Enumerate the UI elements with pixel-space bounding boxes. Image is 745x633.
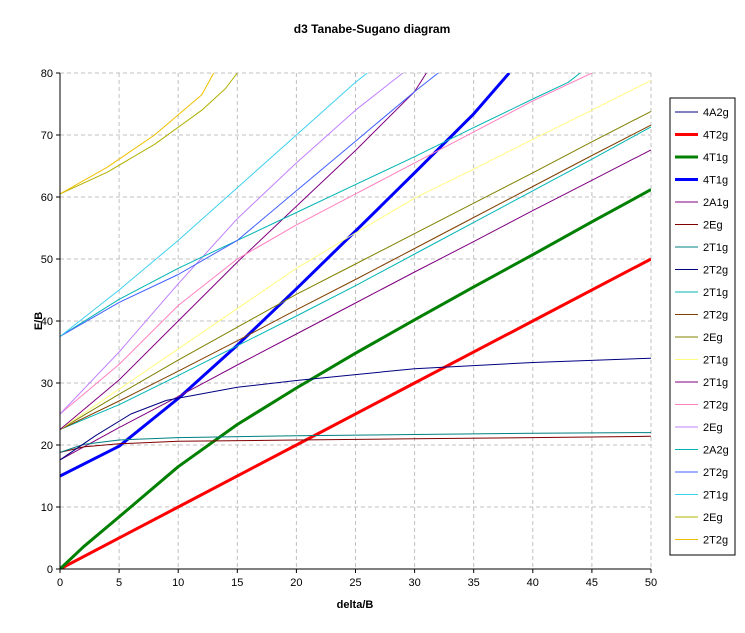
series-line-2a2g <box>60 73 581 337</box>
y-tick-label: 10 <box>41 502 53 514</box>
x-tick-label: 35 <box>468 577 480 589</box>
legend: 4A2g 4T2g 4T1g 4T1g 2A1g 2Eg 2T1g 2T2g 2T1g 2T2g 2… <box>669 97 736 556</box>
legend-label: 4T1g <box>703 152 728 164</box>
series-line-2t2g <box>60 73 215 195</box>
series-line-2t1g <box>60 73 427 430</box>
series-line-2a1g <box>60 149 651 461</box>
series-lines <box>60 73 651 569</box>
axes: 0 5 10 15 20 25 30 35 40 45 50 0 10 20 30 40 50 60 70 80 <box>41 68 657 589</box>
x-tick-label: 15 <box>231 577 243 589</box>
series-line-2eg <box>60 435 651 453</box>
legend-label: 2T1g <box>703 242 728 254</box>
series-line-4t1g <box>60 73 511 478</box>
y-axis-title: E/B <box>33 312 45 330</box>
legend-label: 2T1g <box>703 287 728 299</box>
series-line-2t1g <box>60 126 651 430</box>
y-tick-label: 60 <box>41 192 53 204</box>
series-line-2t2g <box>60 357 651 461</box>
series-line-4t2g <box>60 257 651 569</box>
y-tick-label: 80 <box>41 68 53 80</box>
grid-lines <box>60 72 652 569</box>
x-tick-label: 10 <box>172 577 184 589</box>
legend-label: 2A1g <box>703 197 729 209</box>
legend-label: 2T2g <box>703 535 728 547</box>
series-line-2eg <box>60 73 238 195</box>
series-line-2t1g <box>60 73 368 337</box>
series-line-2eg <box>60 110 651 430</box>
chart-title: d3 Tanabe-Sugano diagram <box>294 22 450 36</box>
series-line-2t2g <box>60 73 439 337</box>
series-line-2t2g <box>60 124 651 430</box>
y-tick-label: 30 <box>41 378 53 390</box>
legend-label: 2T1g <box>703 490 728 502</box>
x-tick-label: 45 <box>586 577 598 589</box>
legend-label: 2Eg <box>703 422 723 434</box>
legend-label: 2T1g <box>703 355 728 367</box>
legend-box <box>669 97 736 556</box>
series-line-2t2g <box>60 73 593 415</box>
x-tick-label: 40 <box>527 577 539 589</box>
legend-label: 2T1g <box>703 377 728 389</box>
x-tick-label: 20 <box>290 577 302 589</box>
x-tick-label: 0 <box>57 577 63 589</box>
legend-label: 2Eg <box>703 220 723 232</box>
y-tick-label: 50 <box>41 254 53 266</box>
series-line-2t1g <box>60 79 651 430</box>
legend-label: 2Eg <box>703 512 723 524</box>
series-line-4t1g <box>60 188 651 569</box>
legend-label: 2T2g <box>703 467 728 479</box>
legend-label: 2T2g <box>703 400 728 412</box>
y-tick-label: 40 <box>41 316 53 328</box>
legend-label: 2A2g <box>703 445 729 457</box>
legend-label: 4A2g <box>703 107 729 119</box>
x-axis-title: delta/B <box>337 599 374 611</box>
legend-label: 2Eg <box>703 332 723 344</box>
x-tick-label: 25 <box>349 577 361 589</box>
y-tick-label: 0 <box>47 564 53 576</box>
x-tick-label: 5 <box>116 577 122 589</box>
series-line-2t1g <box>60 432 651 453</box>
x-tick-label: 30 <box>408 577 420 589</box>
legend-label: 2T2g <box>703 310 728 322</box>
y-tick-label: 70 <box>41 130 53 142</box>
legend-label: 4T1g <box>703 175 728 187</box>
legend-label: 4T2g <box>703 130 728 142</box>
legend-label: 2T2g <box>703 265 728 277</box>
y-tick-label: 20 <box>41 440 53 452</box>
series-line-2eg <box>60 73 404 415</box>
x-tick-label: 50 <box>645 577 657 589</box>
